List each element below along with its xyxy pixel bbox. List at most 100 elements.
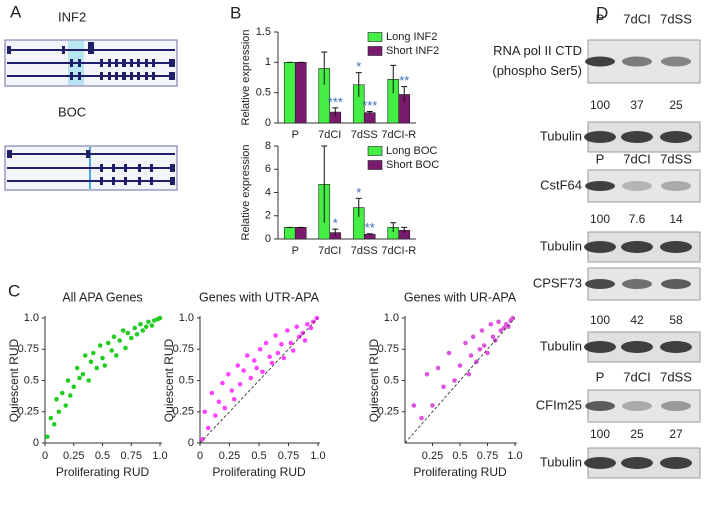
quantification: 37 (630, 98, 644, 112)
point (452, 378, 457, 383)
gene-track (4, 145, 178, 191)
quantification: 7.6 (629, 212, 646, 226)
point (294, 324, 300, 330)
quantification: 42 (630, 313, 644, 327)
x-tick-label: P (292, 245, 299, 257)
lane-label: 7dSS (660, 11, 692, 26)
point (216, 399, 222, 405)
x-tick-label: 0.5 (452, 450, 467, 462)
point (273, 333, 278, 338)
point (220, 380, 225, 386)
y-tick-label: 1.0 (384, 312, 399, 324)
point (235, 363, 241, 368)
lane-label: P (596, 151, 605, 166)
point (100, 355, 105, 361)
chart-title: Genes with UTR-APA (199, 290, 320, 304)
point (285, 328, 290, 333)
quantification: 100 (590, 212, 610, 226)
point (134, 331, 140, 337)
point (114, 353, 119, 358)
y-tick-label: 6 (265, 163, 271, 175)
y-tick-label: 1.0 (24, 312, 39, 324)
point (82, 353, 88, 358)
point (281, 355, 287, 361)
legend-swatch (367, 160, 383, 170)
lane-label: 7dSS (660, 151, 692, 166)
y-tick-label: 0 (265, 117, 271, 129)
y-tick-label: 1.5 (256, 26, 271, 38)
point (68, 393, 73, 398)
quantification: 25 (669, 98, 683, 112)
significance: ** (365, 220, 375, 235)
band (661, 401, 691, 411)
point (237, 381, 243, 387)
blot-label: Tubulin (540, 238, 582, 253)
x-tick-label: 0.25 (219, 450, 240, 462)
point (488, 321, 494, 327)
point (490, 334, 496, 340)
band (660, 457, 692, 469)
band (584, 241, 616, 253)
lane-label: P (596, 11, 605, 26)
point (496, 319, 501, 325)
point (251, 358, 257, 363)
quantification: 14 (669, 212, 683, 226)
significance: * (356, 185, 361, 200)
point (231, 396, 237, 402)
point (510, 315, 516, 321)
significance: * (333, 216, 338, 231)
point (120, 328, 126, 333)
y-tick-label: 0.25 (173, 406, 194, 418)
x-tick-label: 0.75 (121, 450, 142, 462)
point (117, 338, 123, 343)
point (97, 343, 103, 348)
point (138, 321, 143, 327)
gene-track (4, 39, 178, 87)
point (241, 368, 246, 373)
point (71, 384, 77, 390)
legend-label: Short BOC (386, 159, 439, 171)
quantification: 100 (590, 98, 610, 112)
panel-label: D (596, 3, 608, 22)
point (205, 425, 211, 431)
point (132, 325, 137, 331)
x-tick-label: 7dCI-R (381, 129, 416, 141)
point (314, 315, 320, 321)
legend-swatch (367, 146, 383, 156)
x-tick-label: 0 (197, 450, 203, 462)
point (288, 340, 294, 346)
point (86, 378, 91, 383)
significance: *** (328, 94, 343, 109)
point (479, 328, 485, 333)
band (622, 279, 652, 289)
y-tick-label: 0 (265, 233, 271, 245)
x-tick-label: 7dSS (351, 129, 378, 141)
x-tick-label: 0 (42, 450, 48, 462)
band (660, 131, 692, 143)
x-tick-label: 0.5 (95, 450, 110, 462)
point (123, 345, 128, 351)
y-tick-label: 1.0 (179, 312, 194, 324)
bar (294, 62, 307, 124)
significance: *** (362, 98, 377, 113)
band (584, 131, 616, 143)
band (660, 241, 692, 253)
point (63, 403, 68, 408)
band (622, 401, 652, 411)
bar (283, 62, 296, 124)
point (290, 348, 296, 353)
band (660, 341, 692, 353)
point (424, 371, 430, 377)
point (498, 328, 504, 333)
y-tick-label: 0.25 (18, 406, 39, 418)
point (419, 415, 424, 421)
band (661, 181, 691, 191)
point (296, 334, 302, 340)
point (48, 415, 54, 421)
point (463, 340, 468, 346)
point (279, 341, 284, 347)
point (151, 318, 157, 323)
point (257, 346, 263, 352)
point (65, 378, 71, 383)
quantification: 27 (669, 427, 683, 441)
